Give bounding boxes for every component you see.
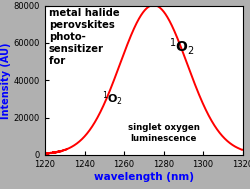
Text: $^1$O$_2$: $^1$O$_2$	[170, 36, 195, 57]
Text: metal halide
perovskites
photo-
sensitizer
for: metal halide perovskites photo- sensitiz…	[49, 8, 120, 66]
Y-axis label: Intensity (AU): Intensity (AU)	[1, 42, 11, 119]
X-axis label: wavelength (nm): wavelength (nm)	[94, 172, 194, 182]
Text: $^1$O$_2$: $^1$O$_2$	[102, 90, 123, 108]
Text: singlet oxygen
luminescence: singlet oxygen luminescence	[128, 122, 200, 143]
